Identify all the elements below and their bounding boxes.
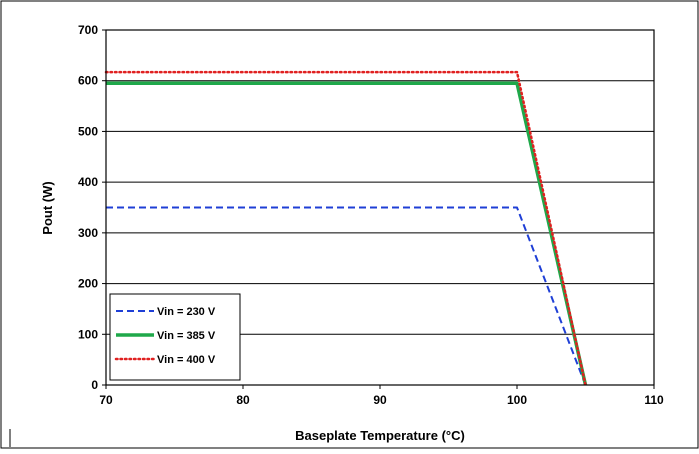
x-tick-label: 100 [507,393,527,407]
y-tick-label: 0 [91,378,98,392]
y-tick-label: 600 [78,74,98,88]
series-line-0 [106,206,587,386]
legend-label-1: Vin = 385 V [157,330,216,342]
legend: Vin = 230 V Vin = 385 V Vin = 400 V [109,293,241,381]
series-line-1 [106,81,588,386]
x-tick-label: 70 [99,393,113,407]
legend-label-2: Vin = 400 V [157,354,216,366]
y-tick-label: 700 [78,23,98,37]
x-axis-title: Baseplate Temperature (°C) [295,428,465,443]
x-tick-label: 90 [373,393,387,407]
x-tick-labels: 70 80 90 100 110 [99,385,664,407]
legend-box [109,293,241,381]
legend-label-0: Vin = 230 V [157,306,216,318]
x-tick-label: 110 [644,393,664,407]
y-tick-label: 300 [78,226,98,240]
series-line-2 [104,70,587,387]
y-tick-label: 100 [78,327,98,341]
y-tick-label: 200 [78,277,98,291]
y-tick-label: 500 [78,124,98,138]
y-axis-title: Pout (W) [40,181,55,234]
y-tick-label: 400 [78,175,98,189]
series-layer [104,70,588,387]
y-tick-labels: 0 100 200 300 400 500 600 700 [78,23,106,392]
x-tick-label: 80 [236,393,250,407]
